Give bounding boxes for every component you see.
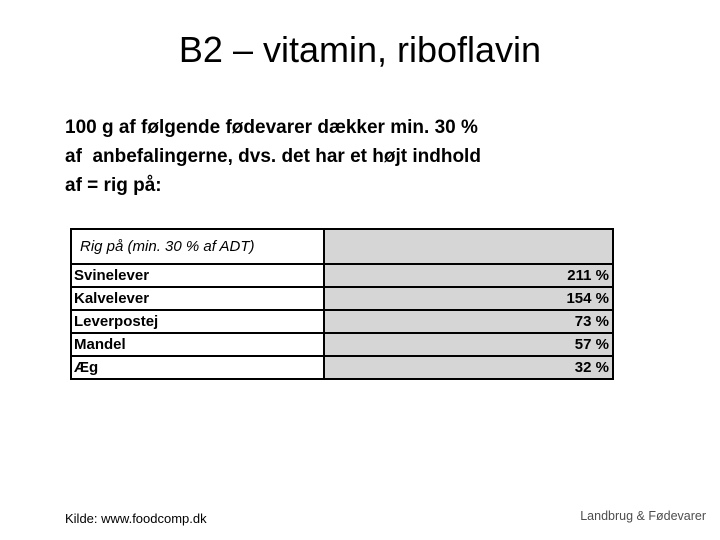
food-value-cell: 57 % [323,332,614,357]
food-value-cell: 32 % [323,355,614,380]
food-value-cell: 154 % [323,286,614,311]
food-name-cell: Mandel [70,332,325,357]
brand-wordmark: Landbrug & Fødevarer [580,509,706,523]
source-note: Kilde: www.foodcomp.dk [65,511,207,526]
table-row: Mandel 57 % [70,332,614,357]
table-row: Svinelever 211 % [70,263,614,288]
food-name-cell: Leverpostej [70,309,325,334]
food-value-cell: 73 % [323,309,614,334]
table-header-row: Rig på (min. 30 % af ADT) [70,228,614,265]
slide-title: B2 – vitamin, riboflavin [178,29,542,70]
food-name-cell: Kalvelever [70,286,325,311]
food-name-cell: Svinelever [70,263,325,288]
table-row: Æg 32 % [70,355,614,380]
food-value-cell: 211 % [323,263,614,288]
table-row: Kalvelever 154 % [70,286,614,311]
table-row: Leverpostej 73 % [70,309,614,334]
food-name-cell: Æg [70,355,325,380]
table-header-label: Rig på (min. 30 % af ADT) [70,228,325,265]
body-paragraph: 100 g af følgende fødevarer dækker min. … [65,117,481,196]
rich-foods-table: Rig på (min. 30 % af ADT) Svinelever 211… [70,228,614,380]
table-header-value-cell [323,228,614,265]
